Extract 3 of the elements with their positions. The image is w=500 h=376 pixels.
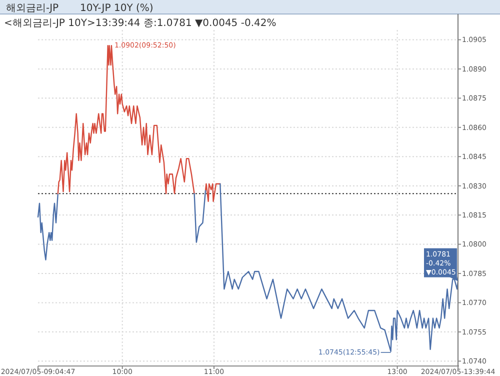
text: <해외금리-JP 10Y>13:39:44 종:1.0781 ▼0.0045 -0.42% [4,18,276,29]
chart-subtitle: 10Y-JP 10Y (%) [80,3,154,14]
chart-title: 해외금리-JP [6,3,59,14]
